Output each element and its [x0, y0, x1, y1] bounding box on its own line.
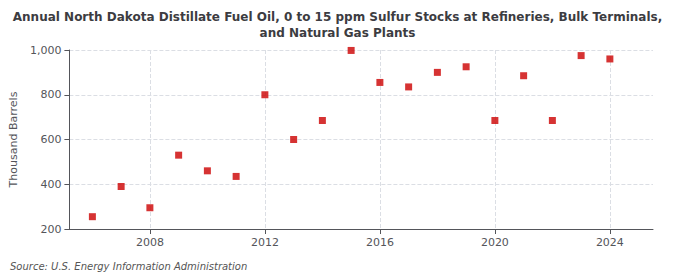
- svg-text:2020: 2020: [481, 236, 509, 249]
- svg-text:1,000: 1,000: [30, 44, 62, 57]
- svg-text:400: 400: [40, 178, 61, 191]
- svg-text:Annual North Dakota Distillate: Annual North Dakota Distillate Fuel Oil,…: [13, 10, 662, 24]
- svg-text:Source: U.S. Energy Informatio: Source: U.S. Energy Information Administ…: [10, 261, 247, 272]
- svg-text:Thousand Barrels: Thousand Barrels: [7, 91, 20, 188]
- svg-text:and Natural Gas Plants: and Natural Gas Plants: [260, 26, 416, 40]
- svg-text:800: 800: [40, 88, 61, 101]
- svg-text:2008: 2008: [136, 236, 164, 249]
- svg-text:2024: 2024: [596, 236, 624, 249]
- svg-text:200: 200: [40, 223, 61, 236]
- svg-text:2016: 2016: [366, 236, 394, 249]
- svg-text:600: 600: [40, 133, 61, 146]
- svg-text:2012: 2012: [251, 236, 279, 249]
